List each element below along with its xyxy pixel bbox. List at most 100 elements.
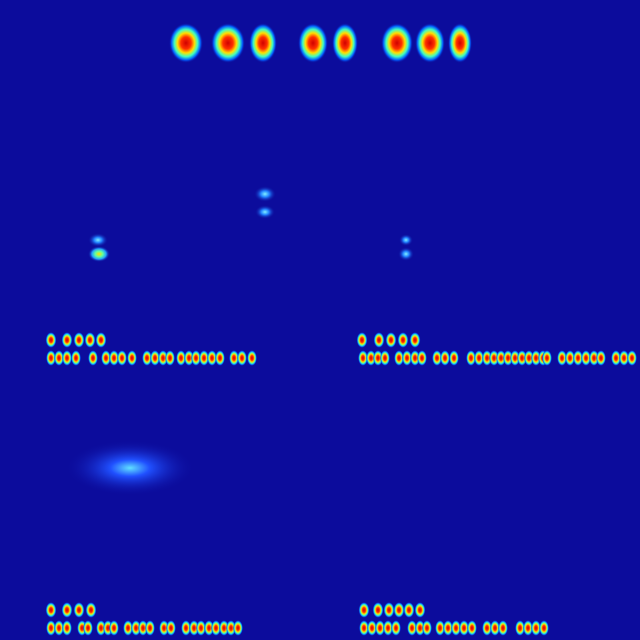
dot-blob (611, 350, 621, 366)
dot-blob (71, 350, 81, 366)
dot-blob (539, 620, 549, 636)
dot-blob (503, 350, 513, 366)
dot-blob (435, 620, 445, 636)
dot-blob (359, 620, 369, 636)
mid-blob (88, 233, 108, 247)
dot-blob (415, 620, 425, 636)
dot-blob (62, 620, 72, 636)
top-blob (249, 23, 277, 63)
dot-blob (46, 350, 56, 366)
dot-blob (596, 350, 606, 366)
dot-blob (407, 620, 417, 636)
dot-blob (474, 350, 484, 366)
dot-blob (61, 332, 73, 348)
dot-blob (373, 350, 383, 366)
mid-blob (398, 247, 414, 261)
dot-blob (215, 350, 225, 366)
dot-blob (358, 350, 368, 366)
dot-blob (109, 620, 119, 636)
top-blob (332, 23, 358, 63)
dot-blob (88, 350, 98, 366)
dot-blob (358, 602, 370, 618)
dot-blob (159, 620, 169, 636)
dot-blob (373, 332, 385, 348)
dot-blob (542, 350, 552, 366)
dot-blob (45, 602, 57, 618)
dot-blob (524, 350, 534, 366)
dot-blob (150, 350, 160, 366)
mid-blob (399, 234, 413, 246)
dot-blob (440, 350, 450, 366)
top-blob (211, 23, 245, 63)
dot-blob (565, 350, 575, 366)
dot-blob (573, 350, 583, 366)
dot-blob (393, 602, 405, 618)
dot-blob (131, 620, 141, 636)
dot-blob (165, 350, 175, 366)
dot-blob (489, 350, 499, 366)
dot-blob (459, 620, 469, 636)
dot-blob (166, 620, 176, 636)
dot-blob (510, 350, 520, 366)
dot-blob (85, 602, 97, 618)
dot-blob (482, 620, 492, 636)
dot-blob (61, 602, 73, 618)
dot-blob (375, 620, 385, 636)
dot-blob (414, 602, 426, 618)
dot-blob (83, 620, 93, 636)
dot-blob (158, 350, 168, 366)
dot-blob (176, 350, 186, 366)
dot-blob (233, 620, 243, 636)
dot-blob (417, 350, 427, 366)
dot-blob (385, 332, 397, 348)
dot-blob (409, 332, 421, 348)
dot-blob (366, 350, 376, 366)
dot-blob (410, 350, 420, 366)
dot-blob (531, 620, 541, 636)
dot-blob (498, 620, 508, 636)
dot-blob (54, 350, 64, 366)
dot-blob (189, 620, 199, 636)
dot-blob (517, 350, 527, 366)
dot-blob (199, 350, 209, 366)
dot-blob (581, 350, 591, 366)
mid-blob (255, 205, 275, 219)
dot-blob (54, 620, 64, 636)
dot-blob (627, 350, 637, 366)
dot-blob (589, 350, 599, 366)
dot-blob (45, 332, 57, 348)
dot-blob (380, 350, 390, 366)
dot-blob (73, 332, 85, 348)
top-blob (169, 23, 203, 63)
dot-blob (247, 350, 257, 366)
dot-blob (443, 620, 453, 636)
dot-blob (211, 620, 221, 636)
dot-blob (523, 620, 533, 636)
dot-blob (138, 620, 148, 636)
dot-blob (402, 350, 412, 366)
dot-blob (367, 620, 377, 636)
top-blob (298, 23, 328, 63)
dot-blob (403, 602, 415, 618)
dot-blob (127, 350, 137, 366)
dot-blob (466, 350, 476, 366)
top-blob (381, 23, 413, 63)
dot-blob (204, 620, 214, 636)
dot-blob (219, 620, 229, 636)
dot-blob (422, 620, 432, 636)
mid-blob (254, 186, 276, 202)
dot-blob (490, 620, 500, 636)
top-blob (448, 23, 472, 63)
dot-blob (451, 620, 461, 636)
dot-blob (73, 602, 85, 618)
dot-blob (482, 350, 492, 366)
dot-blob (496, 350, 506, 366)
dot-blob (515, 620, 525, 636)
dot-blob (531, 350, 541, 366)
dot-blob (432, 350, 442, 366)
dot-blob (84, 332, 96, 348)
dot-blob (449, 350, 459, 366)
